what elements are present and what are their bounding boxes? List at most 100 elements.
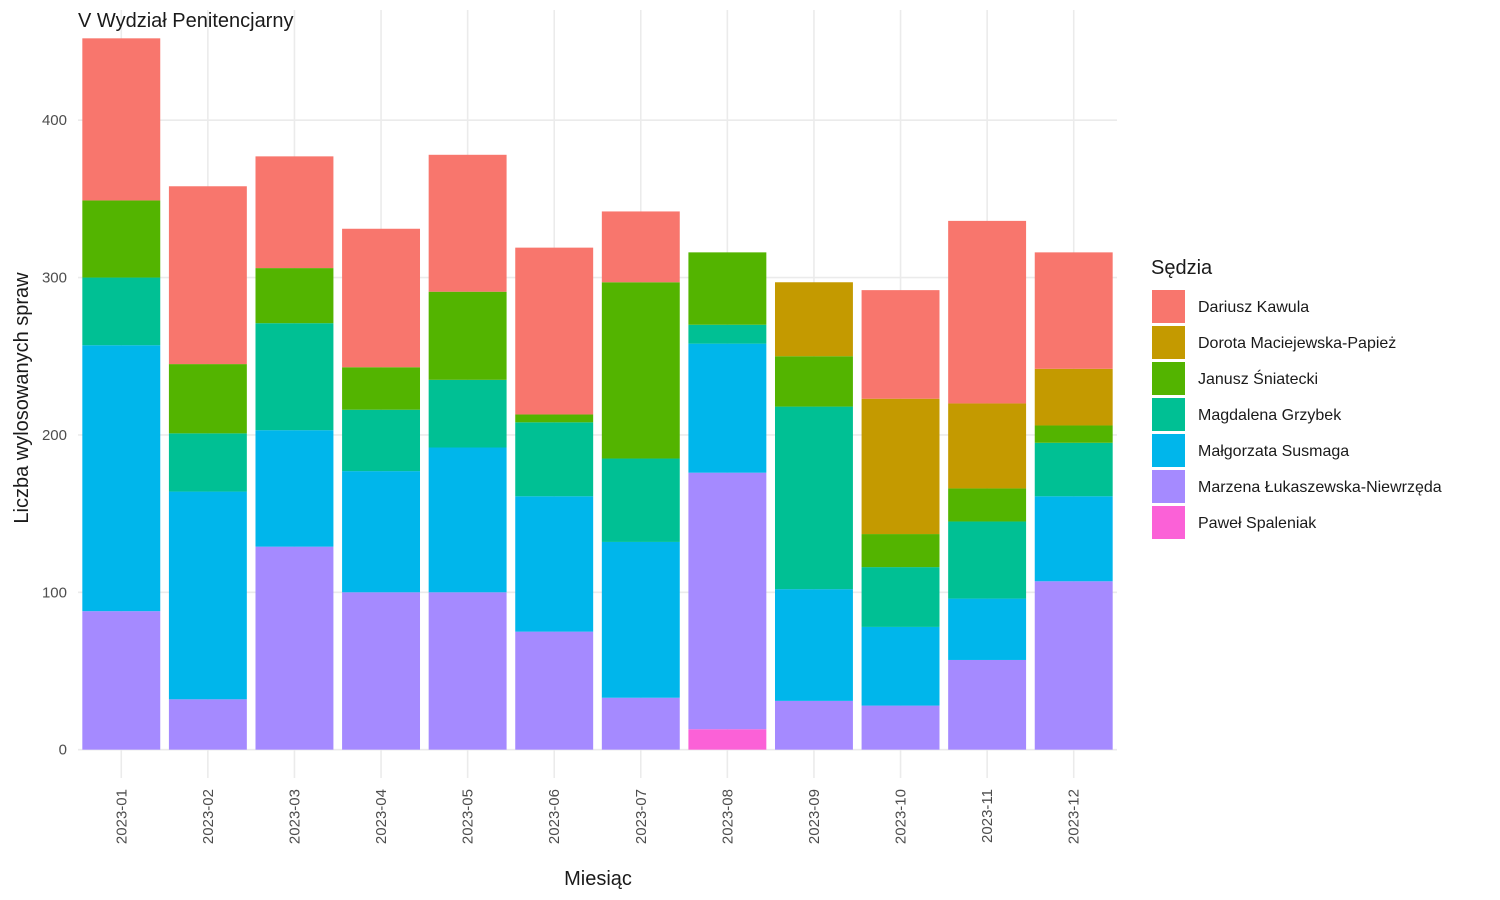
y-tick-label: 0 [59, 742, 67, 759]
bar-segment-2023-08-marzena-lukaszewska-niewrzeda [688, 472, 767, 730]
y-tick-label: 200 [42, 427, 67, 444]
bar-segment-2023-11-malgorzata-susmaga [948, 598, 1027, 660]
bar-segment-2023-12-malgorzata-susmaga [1034, 496, 1113, 582]
x-tick-label-2023-12: 2023-12 [1066, 789, 1083, 844]
legend-label-pawel-spaleniak: Paweł Spaleniak [1198, 515, 1317, 532]
bar-segment-2023-06-marzena-lukaszewska-niewrzeda [515, 631, 594, 750]
bar-segment-2023-01-malgorzata-susmaga [82, 345, 161, 612]
bar-segment-2023-10-dariusz-kawula [861, 290, 940, 399]
bar-segment-2023-01-magdalena-grzybek [82, 277, 161, 346]
bar-segment-2023-09-marzena-lukaszewska-niewrzeda [774, 700, 853, 750]
legend-key-magdalena-grzybek [1152, 398, 1185, 431]
x-tick-label-2023-10: 2023-10 [893, 789, 910, 844]
bar-segment-2023-11-marzena-lukaszewska-niewrzeda [948, 659, 1027, 750]
bar-segment-2023-11-magdalena-grzybek [948, 521, 1027, 599]
x-axis-ticks: 2023-01 2023-02 2023-03 2023-04 2023-05 2023-… [113, 789, 1082, 844]
bar-segment-2023-11-dariusz-kawula [948, 220, 1027, 404]
legend-label-marzena-lukaszewska-niewrzeda: Marzena Łukaszewska-Niewrzęda [1198, 479, 1442, 496]
y-tick-label: 300 [42, 270, 67, 287]
y-axis-ticks: 0 100 200 300 400 [42, 112, 67, 759]
x-tick-label-2023-11: 2023-11 [979, 789, 996, 843]
bar-segment-2023-01-marzena-lukaszewska-niewrzeda [82, 611, 161, 750]
bar-segment-2023-12-magdalena-grzybek [1034, 442, 1113, 497]
bar-segment-2023-07-magdalena-grzybek [601, 458, 680, 542]
bar-segment-2023-10-magdalena-grzybek [861, 567, 940, 627]
y-axis-title: Liczba wylosowanych spraw [11, 272, 33, 524]
legend-key-pawel-spaleniak [1152, 506, 1185, 539]
bar-segment-2023-04-magdalena-grzybek [342, 409, 421, 472]
bar-segment-2023-09-magdalena-grzybek [774, 406, 853, 590]
legend-key-janusz-sniatecki [1152, 362, 1185, 395]
legend-title: Sędzia [1151, 257, 1213, 279]
legend-key-malgorzata-susmaga [1152, 434, 1185, 467]
x-tick-label-2023-06: 2023-06 [546, 789, 563, 844]
x-tick-label-2023-04: 2023-04 [373, 789, 390, 844]
bar-segment-2023-08-janusz-sniatecki [688, 252, 767, 325]
legend-key-dariusz-kawula [1152, 290, 1185, 323]
bar-segment-2023-07-janusz-sniatecki [601, 282, 680, 459]
bar-segment-2023-01-dariusz-kawula [82, 38, 161, 201]
bar-segment-2023-10-marzena-lukaszewska-niewrzeda [861, 705, 940, 750]
bar-segment-2023-06-dariusz-kawula [515, 247, 594, 415]
x-tick-label-2023-03: 2023-03 [286, 789, 303, 844]
bar-segment-2023-08-magdalena-grzybek [688, 324, 767, 344]
bar-segment-2023-04-dariusz-kawula [342, 228, 421, 368]
bar-segment-2023-12-dariusz-kawula [1034, 252, 1113, 369]
bar-segment-2023-08-malgorzata-susmaga [688, 343, 767, 473]
bar-segment-2023-05-dariusz-kawula [428, 154, 507, 292]
legend-key-dorota-maciejewska-papiez [1152, 326, 1185, 359]
x-tick-label-2023-09: 2023-09 [806, 789, 823, 844]
bar-segment-2023-11-janusz-sniatecki [948, 488, 1027, 522]
bar-segment-2023-06-magdalena-grzybek [515, 422, 594, 497]
x-tick-label-2023-08: 2023-08 [719, 789, 736, 844]
bar-segment-2023-07-marzena-lukaszewska-niewrzeda [601, 697, 680, 750]
bar-segment-2023-12-marzena-lukaszewska-niewrzeda [1034, 581, 1113, 750]
bar-segment-2023-03-janusz-sniatecki [255, 268, 334, 324]
bar-segment-2023-02-marzena-lukaszewska-niewrzeda [168, 699, 247, 750]
legend-key-marzena-lukaszewska-niewrzeda [1152, 470, 1185, 503]
legend-items: Dariusz Kawula Dorota Maciejewska-Papież J… [1152, 290, 1442, 539]
x-tick-label-2023-01: 2023-01 [113, 789, 130, 844]
legend-label-malgorzata-susmaga: Małgorzata Susmaga [1198, 443, 1349, 460]
bar-segment-2023-07-dariusz-kawula [601, 211, 680, 283]
bar-segment-2023-05-janusz-sniatecki [428, 291, 507, 380]
bar-segment-2023-02-janusz-sniatecki [168, 364, 247, 434]
bar-segment-2023-02-dariusz-kawula [168, 186, 247, 365]
x-tick-label-2023-07: 2023-07 [633, 789, 650, 844]
legend-label-dorota-maciejewska-papiez: Dorota Maciejewska-Papież [1198, 335, 1396, 352]
bar-segment-2023-03-magdalena-grzybek [255, 323, 334, 431]
bar-segment-2023-10-malgorzata-susmaga [861, 626, 940, 706]
bar-segment-2023-08-pawel-spaleniak [688, 729, 767, 750]
bar-segment-2023-04-malgorzata-susmaga [342, 471, 421, 593]
x-axis-title: Miesiąc [564, 868, 632, 890]
bar-segment-2023-03-marzena-lukaszewska-niewrzeda [255, 546, 334, 750]
bar-segment-2023-09-dorota-maciejewska-papiez [774, 282, 853, 357]
bar-segment-2023-06-malgorzata-susmaga [515, 496, 594, 632]
chart-title: V Wydział Penitencjarny [78, 10, 293, 32]
bar-segment-2023-04-marzena-lukaszewska-niewrzeda [342, 592, 421, 750]
bar-segment-2023-02-magdalena-grzybek [168, 433, 247, 492]
bar-segment-2023-06-janusz-sniatecki [515, 414, 594, 423]
x-tick-label-2023-05: 2023-05 [460, 789, 477, 844]
bar-segment-2023-03-malgorzata-susmaga [255, 430, 334, 547]
bar-segment-2023-03-dariusz-kawula [255, 156, 334, 269]
legend-label-magdalena-grzybek: Magdalena Grzybek [1198, 407, 1342, 424]
bar-segment-2023-11-dorota-maciejewska-papiez [948, 403, 1027, 489]
bars [82, 38, 1113, 750]
bar-segment-2023-04-janusz-sniatecki [342, 367, 421, 410]
y-tick-label: 400 [42, 112, 67, 129]
bar-segment-2023-05-magdalena-grzybek [428, 379, 507, 448]
bar-segment-2023-12-dorota-maciejewska-papiez [1034, 368, 1113, 426]
y-tick-label: 100 [42, 584, 67, 601]
x-tick-label-2023-02: 2023-02 [200, 789, 217, 844]
bar-segment-2023-05-marzena-lukaszewska-niewrzeda [428, 592, 507, 750]
bar-segment-2023-10-janusz-sniatecki [861, 534, 940, 568]
legend-label-janusz-sniatecki: Janusz Śniatecki [1198, 369, 1318, 388]
legend: Sędzia Dariusz Kawula Dorota Maciejewska-… [1151, 257, 1442, 539]
bar-segment-2023-09-janusz-sniatecki [774, 356, 853, 407]
bar-segment-2023-05-malgorzata-susmaga [428, 447, 507, 593]
bar-segment-2023-09-malgorzata-susmaga [774, 589, 853, 701]
bar-segment-2023-12-janusz-sniatecki [1034, 425, 1113, 443]
bar-segment-2023-01-janusz-sniatecki [82, 200, 161, 278]
